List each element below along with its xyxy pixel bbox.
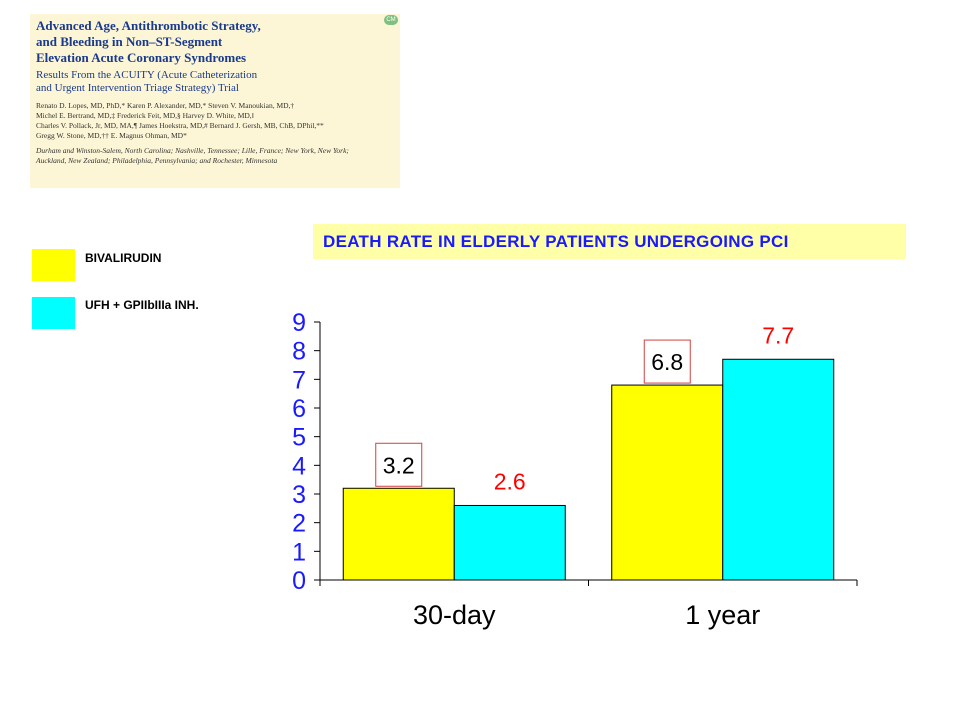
data-label-box (643, 339, 691, 384)
x-category-label: 30-day (413, 600, 496, 630)
article-subtitle: Results From the ACUITY (Acute Catheteri… (36, 69, 258, 94)
x-category-label: 1 year (685, 600, 760, 630)
legend-swatch-ufh (32, 297, 75, 329)
chart-title: DEATH RATE IN ELDERLY PATIENTS UNDERGOIN… (323, 231, 789, 251)
article-title: Advanced Age, Antithrombotic Strategy, a… (36, 18, 261, 65)
y-tick-label: 6 (292, 395, 306, 423)
y-tick-label: 8 (292, 338, 306, 366)
article-authors: Renato D. Lopes, MD, PhD,* Karen P. Alex… (36, 101, 324, 140)
bar-ufh-30-day (453, 504, 566, 581)
y-tick-label: 0 (292, 567, 306, 595)
legend-swatch-bivalirudin (32, 249, 75, 281)
data-label: 3.2 (383, 452, 415, 478)
y-tick-label: 9 (292, 309, 306, 337)
bar-ufh-1-year (722, 358, 835, 581)
y-tick-label: 5 (292, 424, 306, 452)
legend-label-ufh: UFH + GPIIbIIIa INH. (85, 298, 199, 312)
y-tick-label: 3 (292, 481, 306, 509)
y-tick-label: 1 (292, 538, 306, 566)
data-label-box (375, 442, 423, 487)
article-thumbnail: Advanced Age, Antithrombotic Strategy, a… (30, 14, 400, 188)
data-label: 2.6 (494, 468, 526, 494)
y-tick-label: 4 (292, 452, 306, 480)
crossmark-badge: CM (384, 15, 398, 25)
legend-label-bivalirudin: BIVALIRUDIN (85, 251, 162, 265)
data-label: 6.8 (651, 349, 683, 375)
y-tick-label: 7 (292, 366, 306, 394)
data-label: 7.7 (762, 322, 794, 348)
article-affiliations: Durham and Winston-Salem, North Carolina… (36, 146, 349, 165)
y-tick-label: 2 (292, 510, 306, 538)
chart-title-box: DEATH RATE IN ELDERLY PATIENTS UNDERGOIN… (313, 224, 906, 259)
bar-bivalirudin-30-day (342, 487, 455, 581)
bar-bivalirudin-1-year (611, 384, 724, 581)
